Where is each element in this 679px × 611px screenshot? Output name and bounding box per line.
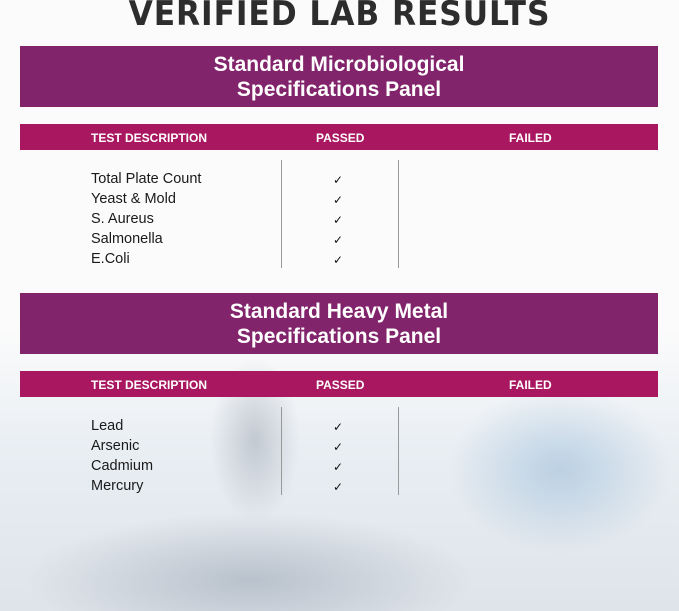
panel-title-line: Specifications Panel: [236, 77, 442, 101]
passed-check-icon: ✓: [333, 193, 344, 207]
test-name: S. Aureus: [91, 211, 154, 227]
test-name: E.Coli: [91, 251, 130, 267]
passed-check-icon: ✓: [333, 480, 344, 494]
passed-check-icon: ✓: [333, 213, 344, 227]
test-name: Arsenic: [91, 438, 140, 454]
column-header-passed: PASSED: [316, 378, 365, 392]
column-divider: [398, 160, 399, 268]
page-title: VERIFIED LAB RESULTS: [128, 0, 551, 34]
column-header-passed: PASSED: [316, 131, 365, 145]
passed-check-icon: ✓: [333, 440, 344, 454]
panel-title-banner: Standard Heavy Metal Specifications Pane…: [20, 293, 658, 354]
passed-check-icon: ✓: [333, 420, 344, 434]
column-header-failed: FAILED: [509, 131, 552, 145]
panel-title-banner: Standard Microbiological Specifications …: [20, 46, 658, 107]
test-name: Mercury: [91, 478, 144, 494]
table-header: TEST DESCRIPTION PASSED FAILED: [20, 124, 658, 150]
column-header-test-description: TEST DESCRIPTION: [91, 378, 208, 392]
column-divider: [398, 407, 399, 495]
passed-check-icon: ✓: [333, 253, 344, 267]
panel-title-line: Standard Microbiological: [213, 52, 465, 76]
test-name: Salmonella: [91, 231, 163, 247]
test-name: Lead: [91, 418, 124, 434]
test-name: Total Plate Count: [91, 171, 202, 187]
column-divider: [281, 160, 282, 268]
panel-title-line: Specifications Panel: [236, 324, 442, 348]
column-divider: [281, 407, 282, 495]
column-header-test-description: TEST DESCRIPTION: [91, 131, 208, 145]
column-header-failed: FAILED: [509, 378, 552, 392]
passed-check-icon: ✓: [333, 233, 344, 247]
passed-check-icon: ✓: [333, 460, 344, 474]
passed-check-icon: ✓: [333, 173, 344, 187]
test-name: Yeast & Mold: [91, 191, 176, 207]
panel-title-line: Standard Heavy Metal: [229, 299, 449, 323]
test-name: Cadmium: [91, 458, 154, 474]
table-header: TEST DESCRIPTION PASSED FAILED: [20, 371, 658, 397]
